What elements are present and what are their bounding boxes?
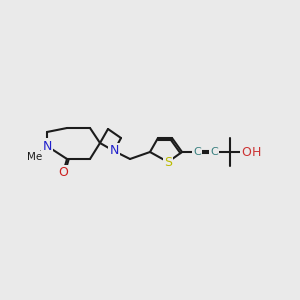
Text: N: N — [109, 145, 119, 158]
Text: H: H — [251, 146, 261, 158]
Text: O: O — [241, 146, 251, 158]
Text: C: C — [193, 147, 201, 157]
Text: C: C — [210, 147, 218, 157]
Text: N: N — [42, 140, 52, 152]
Text: S: S — [164, 155, 172, 169]
Text: Me: Me — [27, 152, 43, 162]
Text: O: O — [58, 167, 68, 179]
